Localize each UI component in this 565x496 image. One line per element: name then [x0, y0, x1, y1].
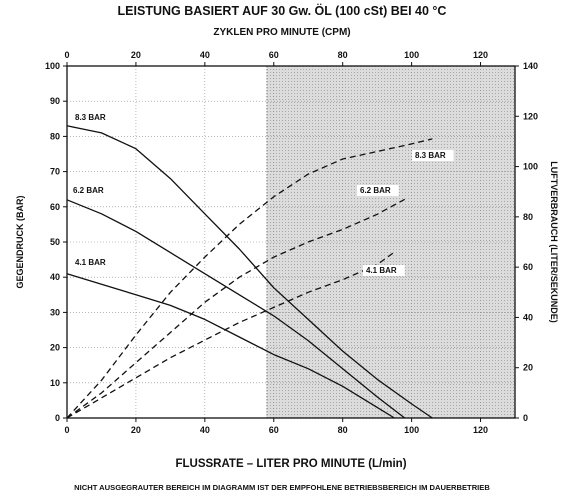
y-tick-label: 50 [50, 237, 60, 247]
y-axis-title: GEGENDRUCK (BAR) [15, 196, 25, 289]
top-x-tick-label: 0 [64, 50, 69, 60]
axis-ticks: 0 20 40 60 80 100 120 0 20 40 60 80 100 120 0 10 20 30 40 5… [45, 50, 538, 435]
y2-axis-title: LUFTVERBRAUCH (LITER/SEKUNDE) [549, 161, 559, 323]
series-label: 8.3 BAR [75, 113, 106, 122]
series-label-bg [363, 265, 405, 276]
top-x-tick-label: 80 [338, 50, 348, 60]
series-label-bg [412, 150, 454, 161]
y2-tick-label: 0 [523, 413, 528, 423]
x-tick-label: 60 [269, 425, 279, 435]
series-line-air-83 [66, 138, 433, 419]
y-tick-label: 40 [50, 272, 60, 282]
series-line-air-41 [66, 251, 395, 419]
series-line-air-62 [66, 198, 406, 419]
series-label: 4.1 BAR [75, 258, 106, 267]
footnote: NICHT AUSGEGRAUTER BEREICH IM DIAGRAMM I… [74, 483, 490, 492]
y-tick-label: 0 [55, 413, 60, 423]
top-x-tick-label: 120 [473, 50, 488, 60]
series-label: 6.2 BAR [360, 186, 391, 195]
top-axis-title: ZYKLEN PRO MINUTE (CPM) [213, 27, 350, 38]
series-line-pressure-62 [66, 199, 406, 419]
x-tick-label: 120 [473, 425, 488, 435]
x-tick-label: 20 [131, 425, 141, 435]
series-labels: 8.3 BAR 6.2 BAR 4.1 BAR 8.3 BAR 6.2 BAR 4.1 B… [73, 113, 454, 276]
y2-tick-label: 40 [523, 312, 533, 322]
series-lines [66, 125, 433, 419]
x-tick-label: 80 [338, 425, 348, 435]
top-x-tick-label: 60 [269, 50, 279, 60]
series-line-pressure-83 [66, 125, 433, 419]
top-x-tick-label: 20 [131, 50, 141, 60]
series-label: 4.1 BAR [366, 266, 397, 275]
series-label-bg [357, 185, 399, 196]
y-tick-label: 20 [50, 343, 60, 353]
y-tick-label: 90 [50, 96, 60, 106]
y2-tick-label: 100 [523, 162, 538, 172]
y-tick-label: 30 [50, 307, 60, 317]
y-tick-label: 100 [45, 61, 60, 71]
series-label: 8.3 BAR [415, 151, 446, 160]
x-tick-label: 100 [404, 425, 419, 435]
series-label: 6.2 BAR [73, 186, 104, 195]
y2-tick-label: 80 [523, 212, 533, 222]
x-tick-label: 0 [64, 425, 69, 435]
y-tick-label: 80 [50, 131, 60, 141]
x-tick-label: 40 [200, 425, 210, 435]
top-x-tick-label: 100 [404, 50, 419, 60]
chart-title: LEISTUNG BASIERT AUF 30 Gw. ÖL (100 cSt)… [118, 3, 447, 18]
y-tick-label: 10 [50, 378, 60, 388]
series-line-pressure-41 [66, 273, 395, 419]
y-tick-label: 70 [50, 167, 60, 177]
y2-tick-label: 140 [523, 61, 538, 71]
y2-tick-label: 120 [523, 111, 538, 121]
y2-tick-label: 20 [523, 363, 533, 373]
x-axis-title: FLUSSRATE – LITER PRO MINUTE (L/min) [175, 458, 406, 470]
top-x-tick-label: 40 [200, 50, 210, 60]
y2-tick-label: 60 [523, 262, 533, 272]
y-tick-label: 60 [50, 202, 60, 212]
